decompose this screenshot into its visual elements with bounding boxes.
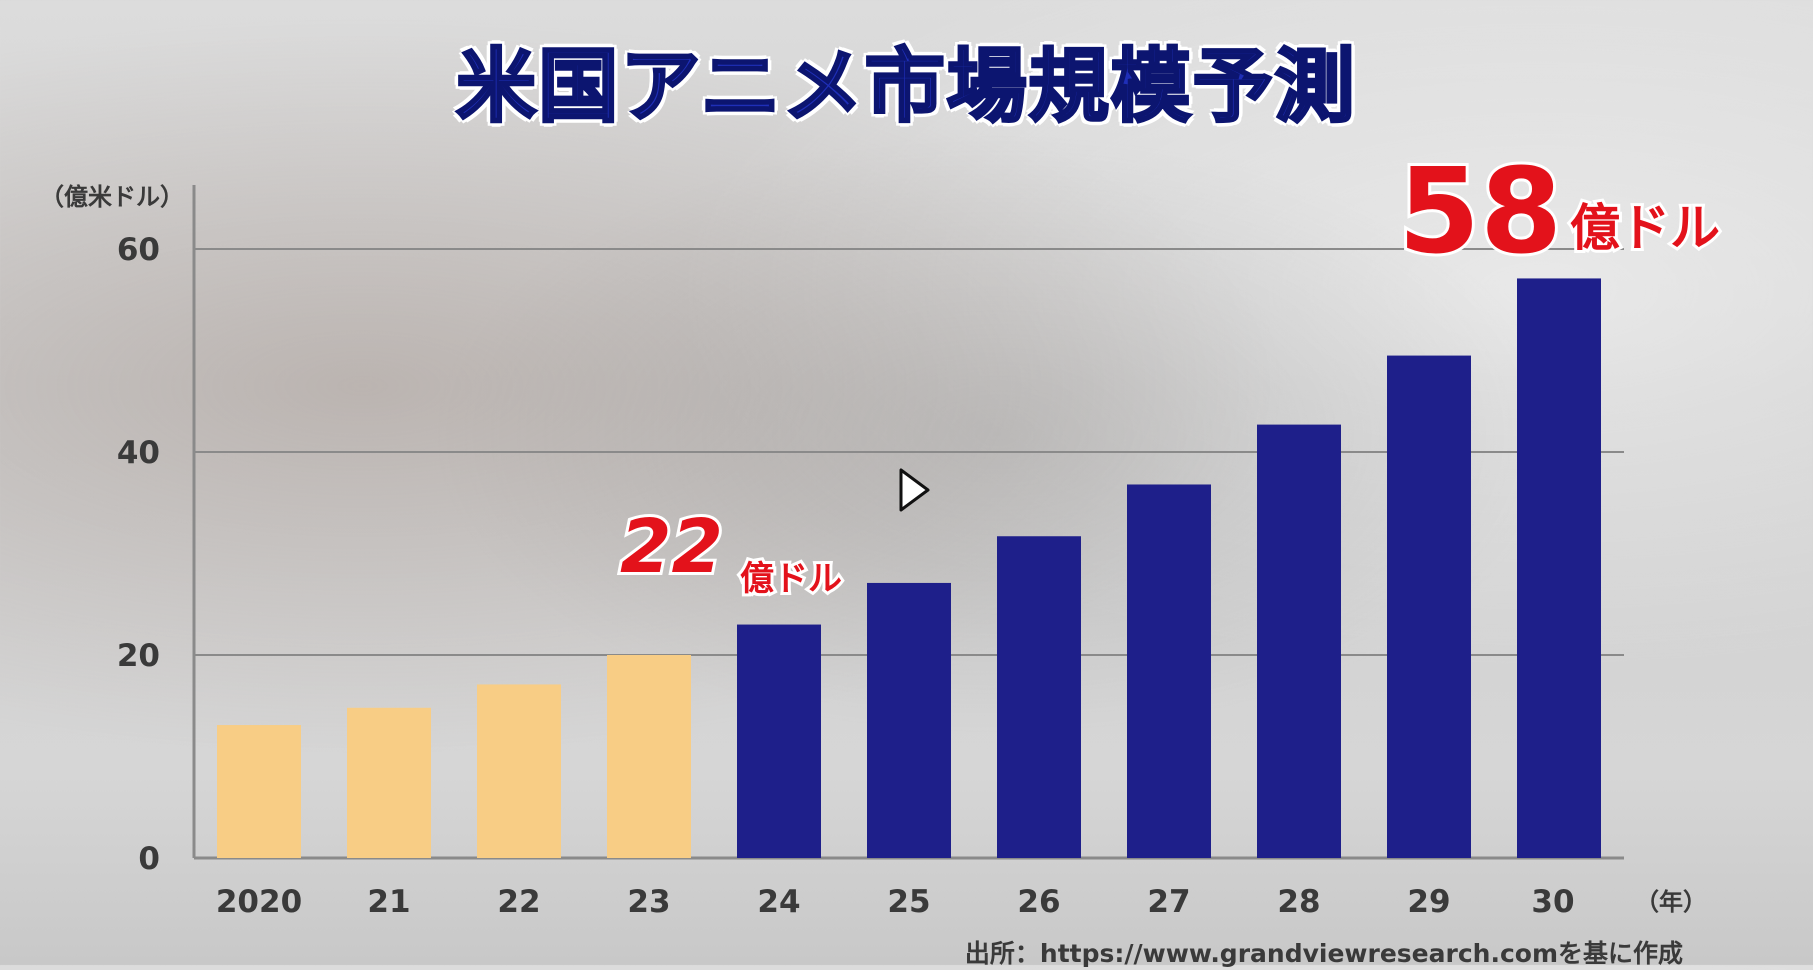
bar-30 [1517,278,1601,858]
bar-27 [1127,484,1211,858]
y-axis-unit-label: （億米ドル） [40,183,184,211]
x-axis-unit-label: （年） [1635,888,1707,916]
x-tick-label: 28 [1277,884,1320,920]
bar-24 [737,624,821,858]
pointer-arrow-icon [899,468,930,512]
x-tick-label: 24 [757,884,800,920]
callout-unit-22: 億ドル [740,559,842,599]
x-tick-label: 2020 [216,884,302,920]
x-tick-label: 29 [1407,884,1450,920]
chart-title: 米国アニメ市場規模予測 [455,39,1357,135]
y-tick-label: 0 [138,841,160,877]
x-tick-label: 21 [367,884,410,920]
bar-2020 [217,725,301,858]
y-tick-label: 20 [117,638,160,674]
bar-22 [477,684,561,858]
source-note: 出所：https://www.grandviewresearch.comを基に作… [964,939,1683,968]
y-tick-label: 40 [117,435,160,471]
callout-value-58: 58 [1398,142,1562,280]
bar-29 [1387,355,1471,858]
callout-value-22: 22 [620,504,723,590]
x-tick-label: 25 [887,884,930,920]
x-tick-label: 26 [1017,884,1060,920]
bar-21 [347,707,431,858]
x-tick-label: 22 [497,884,540,920]
x-tick-label: 27 [1147,884,1190,920]
y-tick-label: 60 [117,232,160,268]
callout-unit-58: 億ドル [1570,199,1720,257]
bar-26 [997,536,1081,858]
bar-23 [607,655,691,858]
bar-28 [1257,424,1341,858]
bar-25 [867,582,951,858]
x-tick-label: 30 [1531,884,1574,920]
x-tick-label: 23 [627,884,670,920]
